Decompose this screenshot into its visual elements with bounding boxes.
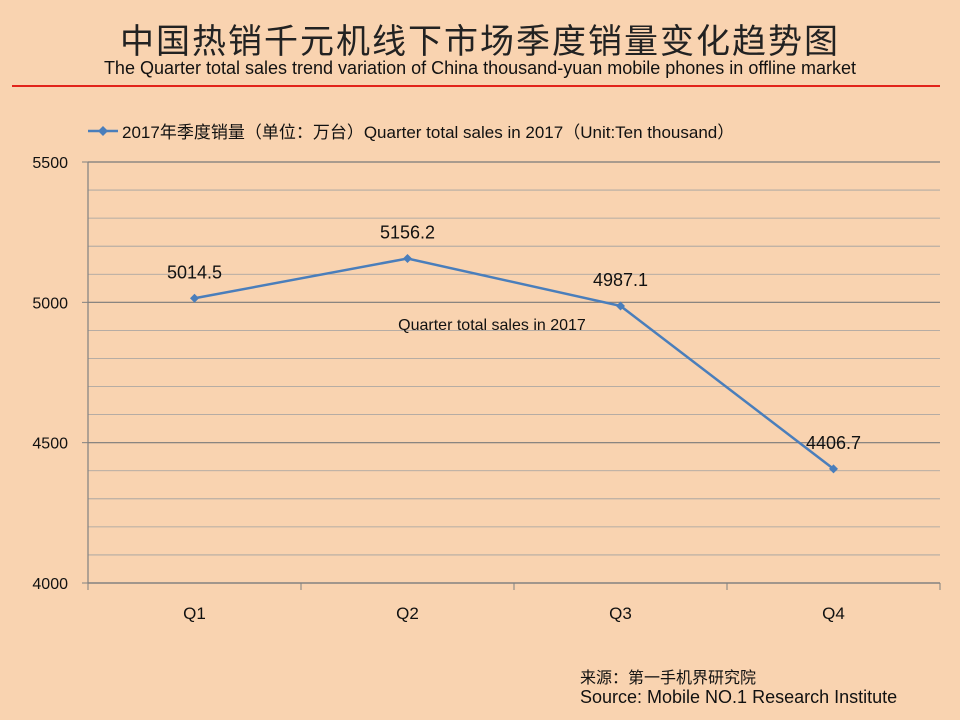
data-label: 5156.2 [380,222,435,242]
source-cn: 来源：第一手机界研究院 [580,670,757,687]
chart-annotation: Quarter total sales in 2017 [398,317,586,334]
legend-marker-icon [88,125,118,136]
data-label: 5014.5 [167,262,222,282]
y-tick-label: 5000 [32,295,68,312]
legend-label: 2017年季度销量（单位：万台）Quarter total sales in 2… [122,123,735,142]
page-title-en: The Quarter total sales trend variation … [103,58,857,78]
data-point [829,464,838,474]
x-tick-label: Q2 [396,604,419,623]
x-tick-label: Q3 [609,604,632,623]
data-label: 4987.1 [593,270,648,290]
page-title-cn: 中国热销千元机线下市场季度销量变化趋势图 [120,22,840,62]
data-point [190,293,199,303]
x-tick-label: Q1 [183,604,206,623]
series-line [194,257,835,470]
data-point [403,253,412,263]
source-en: Source: Mobile NO.1 Research Institute [580,687,898,707]
y-tick-label: 5500 [32,155,68,172]
chart-legend: 2017年季度销量（单位：万台）Quarter total sales in 2… [88,118,734,143]
data-label: 4406.7 [806,433,861,453]
data-point [616,301,625,311]
y-tick-label: 4000 [32,576,68,593]
y-tick-label: 4500 [32,436,68,453]
x-tick-label: Q4 [822,604,845,623]
